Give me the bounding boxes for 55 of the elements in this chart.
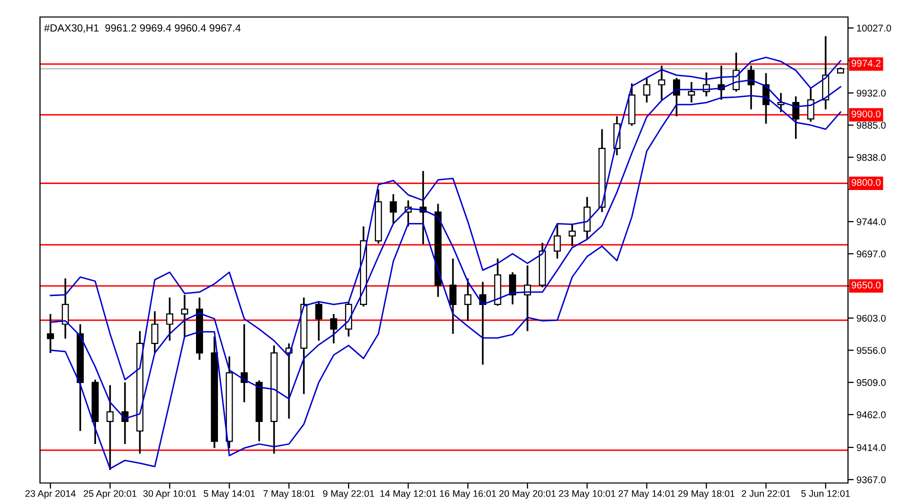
candlestick [554,222,561,260]
candlestick [390,193,397,224]
x-tick-label: 14 May 12:01 [380,490,436,499]
x-tick-label: 5 Jun 12:01 [801,490,850,497]
candlestick [62,278,69,340]
x-tick-label: 7 May 18:01 [263,490,314,499]
candlestick [568,222,576,248]
x-tick-label: 25 Apr 20:01 [84,490,136,499]
y-tick-label: 9414.0 [856,444,886,452]
y-tick-label: 9462.0 [856,411,886,418]
ref-line-label: 9650.0 [852,282,881,289]
candlestick [464,278,472,322]
x-tick-label: 30 Apr 10:01 [143,490,196,499]
x-tick-label: 2 Jun 22:01 [742,490,790,497]
line-series [50,56,842,380]
candlestick [688,81,696,104]
x-tick-label: 23 Apr 2014 [25,490,76,499]
text: #DAX30,H1 9961.2 9969.4 9960.4 9967.4 [44,24,241,33]
y-tick-label: 9885.0 [856,122,886,129]
candlestick [748,64,755,110]
candlestick [106,384,114,471]
candlestick [449,258,456,335]
y-tick-label: 9697.0 [856,250,886,258]
x-tick-label: 29 May 18:01 [678,490,735,499]
x-tick-label: 23 May 10:01 [558,490,616,499]
y-tick-label: 9509.0 [856,379,886,386]
candlestick [673,77,680,118]
candlestick [240,323,248,404]
y-tick-label: 9556.0 [856,346,886,354]
x-tick-label: 5 May 14:01 [204,490,255,499]
y-tick-label: 9603.0 [856,314,886,322]
candlestick [658,64,666,101]
y-tick-label: 10027.0 [857,24,892,32]
ref-line-label: 9800.0 [852,179,881,186]
y-tick-label: 9932.0 [856,90,886,97]
ref-line-label: 9974.2 [852,60,880,67]
candlestick [330,313,338,344]
candlestick [584,196,591,240]
candlestick [643,76,650,104]
candlestick [509,271,516,306]
y-tick-label: 9838.0 [856,154,886,161]
x-tick-label: 27 May 14:01 [618,490,675,499]
candlestick [181,294,188,338]
x-tick-label: 16 May 16:01 [440,490,496,499]
candlestick [792,96,800,140]
candlestick [151,310,158,354]
ref-line-label: 9900.0 [852,110,881,118]
candlestick [46,313,54,354]
candlestick [315,300,322,342]
y-tick-label: 9367.0 [856,476,886,484]
candlestick [166,296,174,342]
y-tick-label: 9744.0 [856,218,886,226]
candlestick [807,87,814,123]
x-tick-label: 20 May 20:01 [499,490,556,499]
x-tick-label: 9 May 22:01 [323,490,374,499]
